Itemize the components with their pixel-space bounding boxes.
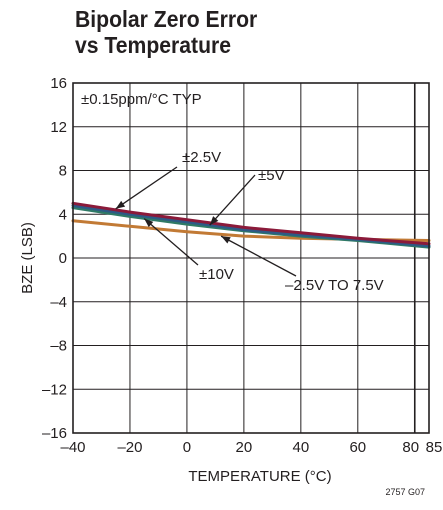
grid-layer [73,83,429,433]
x-tick-label: 40 [292,439,309,456]
callout-label-2-5v-to-7-5v: –2.5V TO 7.5V [285,277,384,294]
callout-arrow-head [209,216,219,226]
x-tick-label: 80 [402,439,419,456]
x-tick-label: 20 [236,439,253,456]
plot-frame [72,82,430,434]
callout-label-10v: ±10V [199,266,234,283]
series-line-2-5v [71,201,431,246]
y-tick-label: –16 [42,425,67,442]
annotation-typ: ±0.15ppm/°C TYP [81,91,202,108]
y-axis-label: BZE (LSB) [19,222,36,294]
series-layer [71,201,431,249]
x-tick-label: 60 [349,439,366,456]
callout-arrow-head [221,236,231,244]
callout-arrow-line [115,166,178,210]
y-tick-label: –4 [50,294,67,311]
chart-title-line1: Bipolar Zero Error [75,6,258,32]
callout-label-5v: ±5V [258,167,285,184]
y-tick-label: –8 [50,338,67,355]
x-tick-label: 85 [426,439,443,456]
y-tick-label: 0 [59,250,67,267]
y-tick-label: 8 [59,163,67,180]
x-tick-label: –40 [60,439,85,456]
chart-title-line2: vs Temperature [75,32,232,58]
y-tick-label: 12 [50,119,67,136]
figure-code: 2757 G07 [385,487,425,497]
y-tick-label: –12 [42,381,67,398]
callout-layer: ±2.5V ±5V ±10V –2.5V TO 7.5V [115,149,384,294]
callout-arrow-head [115,200,126,209]
callout-arrow-head [144,218,154,228]
callout-arrow-line [220,235,297,277]
x-axis-label: TEMPERATURE (°C) [188,468,331,485]
x-tick-label: –20 [117,439,142,456]
chart-title: Bipolar Zero Error vs Temperature [75,6,257,58]
y-tick-label: 4 [59,206,67,223]
x-tick-label: 0 [183,439,191,456]
callout-arrow-line [143,218,199,266]
callout-arrow-line [209,174,256,226]
callout-label-2-5v: ±2.5V [182,149,221,166]
y-tick-label: 16 [50,75,67,92]
